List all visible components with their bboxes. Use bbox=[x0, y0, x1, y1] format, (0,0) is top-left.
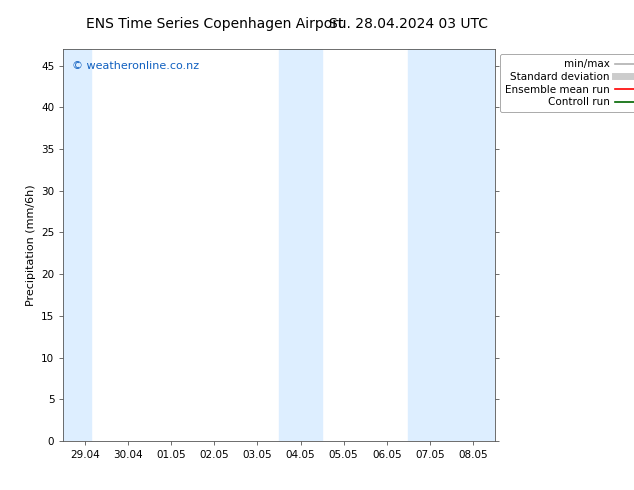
Text: © weatheronline.co.nz: © weatheronline.co.nz bbox=[72, 61, 199, 71]
Bar bbox=[63, 49, 91, 441]
Legend: min/max, Standard deviation, Ensemble mean run, Controll run: min/max, Standard deviation, Ensemble me… bbox=[500, 54, 634, 112]
Bar bbox=[279, 49, 301, 441]
Y-axis label: Precipitation (mm/6h): Precipitation (mm/6h) bbox=[25, 184, 36, 306]
Bar bbox=[301, 49, 322, 441]
Text: ENS Time Series Copenhagen Airport: ENS Time Series Copenhagen Airport bbox=[86, 17, 343, 31]
Bar bbox=[451, 49, 495, 441]
Bar bbox=[408, 49, 451, 441]
Text: Su. 28.04.2024 03 UTC: Su. 28.04.2024 03 UTC bbox=[329, 17, 488, 31]
